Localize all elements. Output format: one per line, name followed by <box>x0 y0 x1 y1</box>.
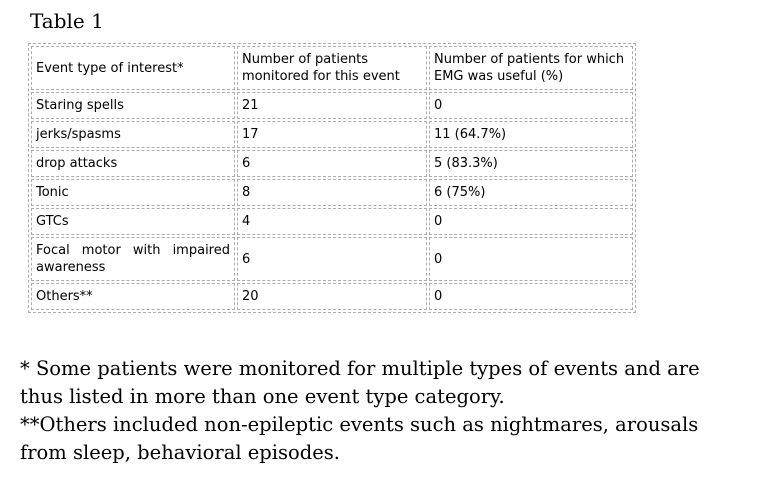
emg-useful-cell: 11 (64.7%) <box>429 121 633 148</box>
footnotes: * Some patients were monitored for multi… <box>20 355 738 467</box>
patients-monitored-cell: 20 <box>237 283 427 310</box>
footnote-others-definition: **Others included non-epileptic events s… <box>20 413 699 464</box>
table-row: Others** 20 0 <box>31 283 633 310</box>
patients-monitored-cell: 6 <box>237 237 427 281</box>
emg-useful-cell: 0 <box>429 208 633 235</box>
col-header-patients-monitored: Number of patients monitored for this ev… <box>237 46 427 90</box>
patients-monitored-cell: 21 <box>237 92 427 119</box>
table-row: drop attacks 6 5 (83.3%) <box>31 150 633 177</box>
table-row: GTCs 4 0 <box>31 208 633 235</box>
event-type-cell: drop attacks <box>31 150 235 177</box>
patients-monitored-cell: 4 <box>237 208 427 235</box>
event-type-cell: GTCs <box>31 208 235 235</box>
table-row: Tonic 8 6 (75%) <box>31 179 633 206</box>
table-row: Focal motor with impaired awareness 6 0 <box>31 237 633 281</box>
event-type-cell: Others** <box>31 283 235 310</box>
footnote-multiple-events: * Some patients were monitored for multi… <box>20 357 700 408</box>
emg-useful-cell: 5 (83.3%) <box>429 150 633 177</box>
patients-monitored-cell: 17 <box>237 121 427 148</box>
events-table: Event type of interest* Number of patien… <box>28 43 636 313</box>
page-title: Table 1 <box>30 9 104 33</box>
page: Table 1 Event type of interest* Number o… <box>20 9 738 467</box>
table-body: Staring spells 21 0 jerks/spasms 17 11 (64.7%… <box>31 92 633 310</box>
emg-useful-cell: 0 <box>429 92 633 119</box>
emg-useful-cell: 6 (75%) <box>429 179 633 206</box>
emg-useful-cell: 0 <box>429 237 633 281</box>
patients-monitored-cell: 6 <box>237 150 427 177</box>
event-type-cell: jerks/spasms <box>31 121 235 148</box>
event-type-cell: Tonic <box>31 179 235 206</box>
emg-useful-cell: 0 <box>429 283 633 310</box>
table-row: Staring spells 21 0 <box>31 92 633 119</box>
col-header-event-type: Event type of interest* <box>31 46 235 90</box>
table-row: jerks/spasms 17 11 (64.7%) <box>31 121 633 148</box>
header-row: Event type of interest* Number of patien… <box>31 46 633 90</box>
patients-monitored-cell: 8 <box>237 179 427 206</box>
event-type-cell: Staring spells <box>31 92 235 119</box>
event-type-cell: Focal motor with impaired awareness <box>31 237 235 281</box>
col-header-emg-useful: Number of patients for which EMG was use… <box>429 46 633 90</box>
